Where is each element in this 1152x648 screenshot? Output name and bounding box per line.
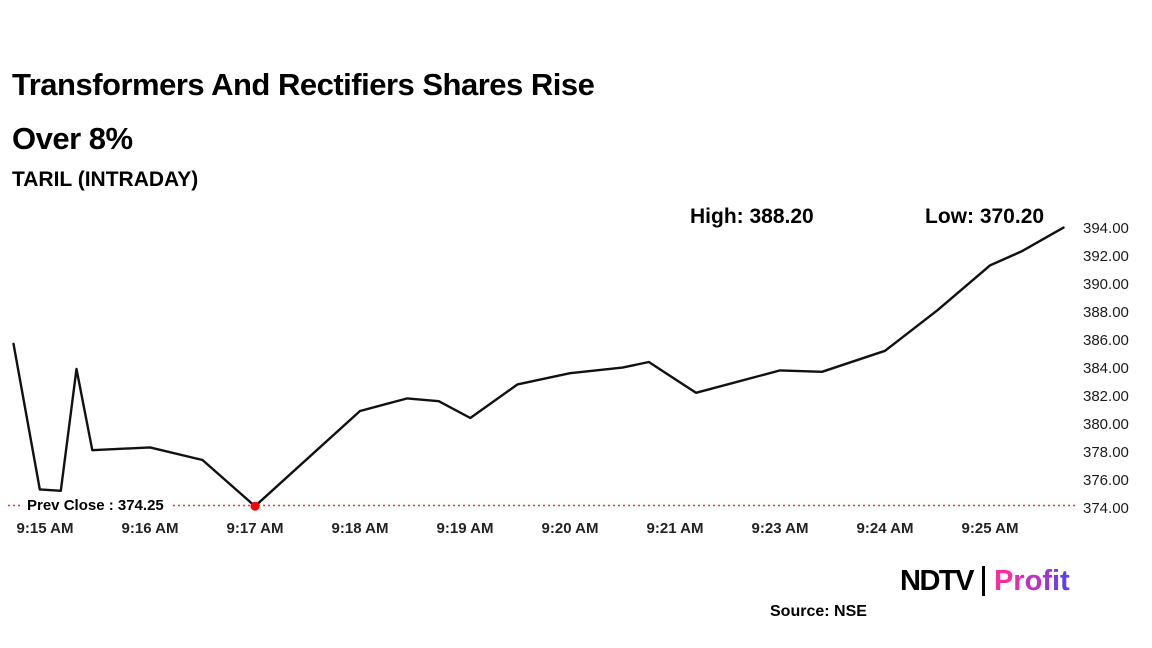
- y-axis-tick-label: 386.00: [1083, 332, 1129, 349]
- y-axis-tick-label: 394.00: [1083, 220, 1129, 237]
- x-axis-tick-label: 9:18 AM: [331, 520, 389, 537]
- ndtv-logo-text: NDTV: [900, 564, 974, 597]
- y-axis-tick-label: 378.00: [1083, 444, 1129, 461]
- y-axis-tick-label: 376.00: [1083, 472, 1129, 489]
- prev-close-label: Prev Close : 374.25: [20, 497, 171, 514]
- y-axis-tick-label: 390.00: [1083, 276, 1129, 293]
- y-axis-tick-label: 380.00: [1083, 416, 1129, 433]
- chart-subtitle: TARIL (INTRADAY): [12, 168, 199, 191]
- low-point-marker: [250, 501, 260, 511]
- y-axis-tick-label: 392.00: [1083, 248, 1129, 265]
- x-axis-tick-label: 9:21 AM: [646, 520, 704, 537]
- price-line-path: [12, 226, 1065, 508]
- x-axis-tick-label: 9:20 AM: [541, 520, 599, 537]
- profit-letter: t: [1060, 564, 1070, 597]
- high-value-label: High: 388.20: [690, 205, 814, 228]
- y-axis-tick-label: 388.00: [1083, 304, 1129, 321]
- x-axis-tick-label: 9:25 AM: [961, 520, 1019, 537]
- profit-letter: P: [993, 564, 1014, 597]
- y-axis-tick-label: 382.00: [1083, 388, 1129, 405]
- x-axis-tick-label: 9:24 AM: [856, 520, 914, 537]
- x-axis-tick-label: 9:23 AM: [751, 520, 809, 537]
- page-title-line-1: Transformers And Rectifiers Shares Rise: [12, 67, 595, 102]
- x-axis-tick-label: 9:16 AM: [121, 520, 179, 537]
- y-axis-tick-label: 374.00: [1083, 500, 1129, 517]
- low-value-label: Low: 370.20: [925, 205, 1045, 228]
- x-axis-tick-label: 9:15 AM: [16, 520, 74, 537]
- profit-letter: o: [1024, 564, 1043, 597]
- y-axis-tick-label: 384.00: [1083, 360, 1129, 377]
- brand-separator-bar: [981, 566, 985, 596]
- profit-letter: i: [1051, 564, 1061, 597]
- page-title: Transformers And Rectifiers Shares Rise …: [12, 58, 595, 166]
- source-label: Source: NSE: [770, 603, 867, 620]
- page-title-line-2: Over 8%: [12, 121, 133, 156]
- profit-letter: f: [1042, 564, 1052, 597]
- x-axis-tick-label: 9:17 AM: [226, 520, 284, 537]
- profit-letter: r: [1013, 564, 1025, 597]
- x-axis-tick-label: 9:19 AM: [436, 520, 494, 537]
